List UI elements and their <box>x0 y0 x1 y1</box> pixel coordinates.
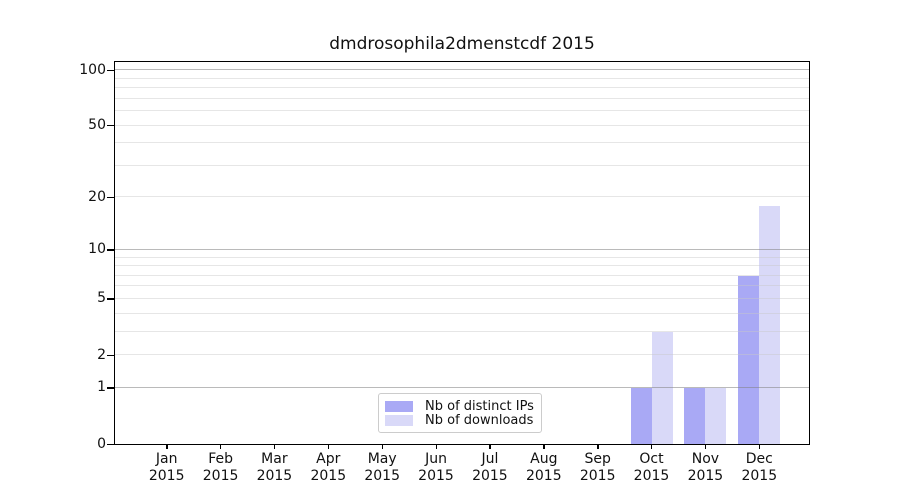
legend: Nb of distinct IPs Nb of downloads <box>378 393 542 433</box>
legend-label-distinct-ips: Nb of distinct IPs <box>425 399 534 414</box>
x-tick-label-sep: Sep 2015 <box>579 451 616 484</box>
gridline-40 <box>115 142 809 144</box>
gridline-4 <box>115 312 809 314</box>
gridline-3 <box>115 330 809 332</box>
gridline-50 <box>115 124 809 126</box>
x-tick-mark-sep <box>597 444 599 449</box>
gridline-8 <box>115 265 809 266</box>
gridline-5 <box>115 297 809 299</box>
x-tick-label-nov: Nov 2015 <box>687 451 724 484</box>
y-tick-label-2: 2 <box>97 346 106 363</box>
x-tick-mark-jul <box>489 444 491 449</box>
bar-downloads-nov <box>705 387 727 444</box>
y-tick-mark-1 <box>107 387 114 389</box>
y-tick-label-5: 5 <box>97 290 106 307</box>
y-tick-label-50: 50 <box>88 117 106 133</box>
legend-swatch-downloads <box>385 415 413 426</box>
x-tick-label-apr: Apr 2015 <box>310 451 347 484</box>
x-tick-mark-feb <box>220 444 222 449</box>
bar-downloads-dec <box>759 205 781 444</box>
gridline-100 <box>115 69 809 71</box>
gridline-70 <box>115 97 809 99</box>
x-tick-mark-dec <box>758 444 761 449</box>
x-tick-mark-jun <box>435 444 437 449</box>
gridline-10 <box>115 248 809 250</box>
x-tick-label-aug: Aug 2015 <box>525 451 562 484</box>
y-tick-label-100: 100 <box>79 61 106 78</box>
x-tick-mark-may <box>381 444 384 449</box>
y-tick-label-1: 1 <box>97 379 106 396</box>
x-tick-label-dec: Dec 2015 <box>741 451 778 484</box>
y-tick-mark-100 <box>107 69 114 72</box>
y-tick-mark-0 <box>107 443 114 445</box>
x-tick-mark-mar <box>273 444 276 449</box>
x-tick-mark-jan <box>166 444 168 449</box>
gridline-6 <box>115 285 809 287</box>
y-tick-mark-20 <box>107 196 114 199</box>
bar-distinct-ips-oct <box>630 387 652 444</box>
x-tick-label-jul: Jul 2015 <box>472 451 508 484</box>
gridline-60 <box>115 110 809 111</box>
plot-area <box>114 61 810 445</box>
y-tick-label-10: 10 <box>88 241 106 258</box>
x-tick-label-oct: Oct 2015 <box>633 451 670 484</box>
gridline-80 <box>115 87 809 88</box>
gridline-2 <box>115 354 809 355</box>
x-tick-label-may: May 2015 <box>364 451 400 484</box>
legend-swatch-distinct-ips <box>385 401 413 412</box>
gridline-30 <box>115 164 809 166</box>
y-tick-mark-50 <box>107 125 114 127</box>
legend-label-downloads: Nb of downloads <box>425 413 534 428</box>
y-tick-label-0: 0 <box>97 435 106 452</box>
y-tick-mark-10 <box>107 249 114 251</box>
legend-row-distinct-ips: Nb of distinct IPs <box>385 400 534 413</box>
gridline-90 <box>115 77 809 79</box>
x-tick-mark-apr <box>327 444 330 449</box>
gridline-20 <box>115 196 809 198</box>
gridline-1 <box>115 386 809 388</box>
y-tick-label-20: 20 <box>88 188 106 205</box>
bar-distinct-ips-nov <box>684 387 706 444</box>
x-tick-label-feb: Feb 2015 <box>202 451 239 484</box>
gridline-7 <box>115 274 809 276</box>
y-tick-mark-5 <box>107 298 114 300</box>
x-tick-label-mar: Mar 2015 <box>256 451 293 484</box>
gridline-9 <box>115 256 809 258</box>
bar-distinct-ips-dec <box>738 275 760 444</box>
y-tick-mark-2 <box>107 354 114 356</box>
x-tick-label-jan: Jan 2015 <box>148 451 185 484</box>
x-tick-mark-aug <box>543 444 545 449</box>
legend-row-downloads: Nb of downloads <box>385 414 534 427</box>
x-tick-mark-oct <box>651 444 653 449</box>
x-tick-mark-nov <box>704 444 707 449</box>
chart-title: dmdrosophila2dmenstcdf 2015 <box>329 34 595 54</box>
x-tick-label-jun: Jun 2015 <box>418 451 454 484</box>
